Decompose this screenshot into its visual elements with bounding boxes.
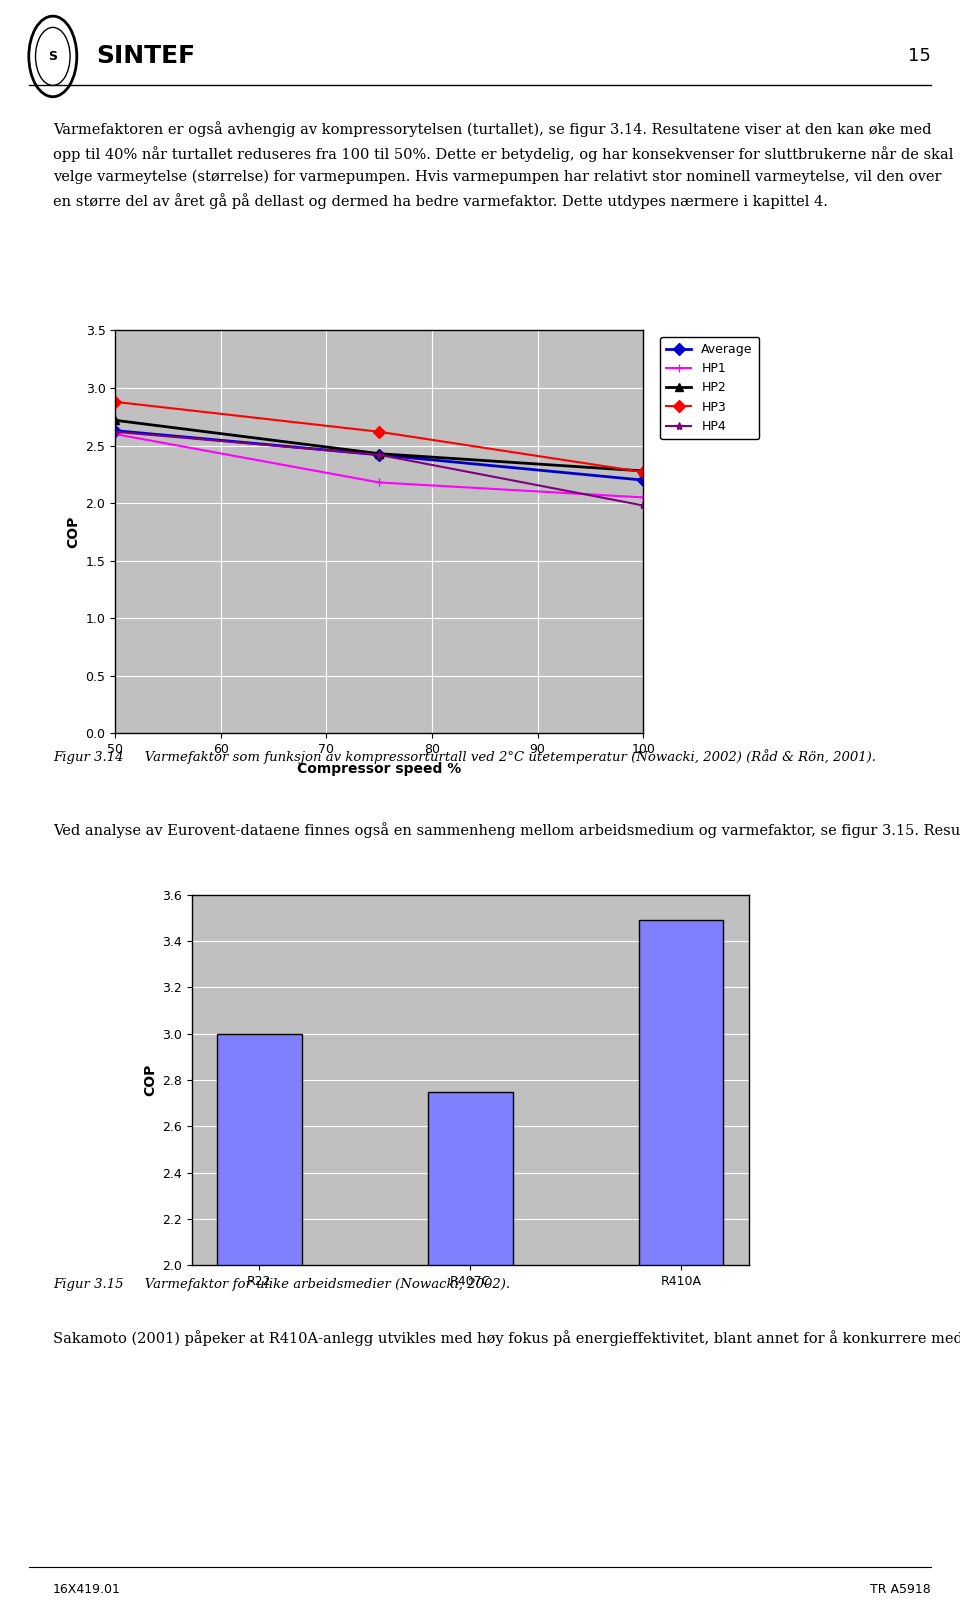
Text: S: S [48,50,58,63]
HP3 [637,463,649,482]
Text: Ved analyse av Eurovent-dataene finnes også en sammenheng mellom arbeidsmedium o: Ved analyse av Eurovent-dataene finnes o… [53,822,960,838]
Average [637,471,649,490]
Y-axis label: COP: COP [66,516,80,548]
Line: Average: Average [111,427,647,484]
Bar [639,920,724,1612]
Text: Varmefaktoren er også avhengig av kompressorytelsen (turtallet), se figur 3.14. : Varmefaktoren er også avhengig av kompre… [53,121,953,210]
HP3 [373,422,385,442]
Text: 15: 15 [908,47,931,66]
HP4 [373,445,385,464]
Text: 16X419.01: 16X419.01 [53,1583,121,1596]
HP2 [637,461,649,480]
Text: TR A5918: TR A5918 [871,1583,931,1596]
HP1 [373,472,385,492]
HP4 [109,422,121,442]
Bar [217,1033,301,1612]
Line: HP1: HP1 [111,430,647,501]
X-axis label: Compressor speed %: Compressor speed % [297,762,462,775]
HP4 [637,496,649,516]
HP3 [109,392,121,411]
Text: SINTEF: SINTEF [96,45,195,68]
Line: HP3: HP3 [111,398,647,476]
Text: Figur 3.15     Varmefaktor for ulike arbeidsmedier (Nowacki, 2002).: Figur 3.15 Varmefaktor for ulike arbeids… [53,1278,510,1291]
Average [373,445,385,464]
Text: Figur 3.14     Varmefaktor som funksjon av kompressorturtall ved 2°C utetemperat: Figur 3.14 Varmefaktor som funksjon av k… [53,750,876,764]
Text: Sakamoto (2001) påpeker at R410A-anlegg utvikles med høy fokus på energieffektiv: Sakamoto (2001) påpeker at R410A-anlegg … [53,1330,960,1346]
Line: HP4: HP4 [111,427,647,509]
Line: HP2: HP2 [111,416,647,476]
Bar [428,1091,513,1612]
HP2 [373,443,385,463]
HP1 [109,424,121,443]
Legend: Average, HP1, HP2, HP3, HP4: Average, HP1, HP2, HP3, HP4 [660,337,759,438]
Average [109,421,121,440]
HP2 [109,411,121,430]
Y-axis label: COP: COP [143,1064,156,1096]
HP1 [637,488,649,508]
